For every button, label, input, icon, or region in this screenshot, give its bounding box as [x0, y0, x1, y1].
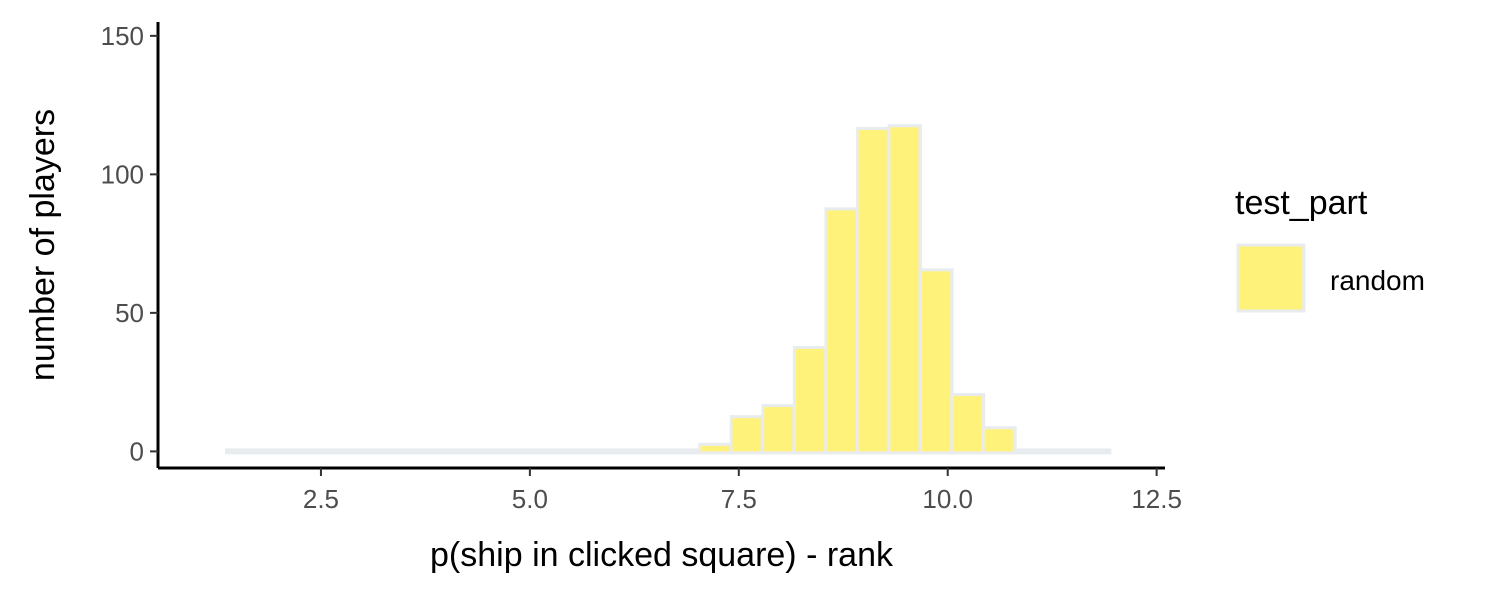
- y-axis-ticks: 0 50 100 150: [101, 21, 158, 466]
- histogram-bar: [950, 392, 986, 455]
- histogram-bar: [729, 415, 765, 455]
- x-tick-label: 7.5: [721, 484, 757, 514]
- histogram-bar: [351, 448, 386, 455]
- y-tick-label: 150: [101, 21, 144, 51]
- x-tick-label: 12.5: [1131, 484, 1182, 514]
- histogram-bar: [256, 448, 292, 455]
- histogram-bar: [540, 448, 576, 455]
- histogram-bar: [824, 207, 859, 455]
- histogram-bar: [508, 448, 544, 455]
- histogram-bar: [382, 448, 418, 455]
- histogram-bar: [855, 127, 891, 455]
- histogram-bars: [225, 124, 1112, 455]
- x-axis-title: p(ship in clicked square) - rank: [430, 536, 894, 574]
- histogram-bar: [1013, 448, 1049, 455]
- legend: test_part random: [1235, 184, 1425, 313]
- legend-label-random: random: [1330, 265, 1425, 296]
- x-axis-ticks: 2.5 5.0 7.5 10.0 12.5: [303, 468, 1182, 514]
- y-tick-label: 0: [130, 436, 144, 466]
- x-tick-label: 2.5: [303, 484, 339, 514]
- histogram-bar: [666, 448, 702, 455]
- histogram-bar: [603, 448, 639, 455]
- histogram-bar: [319, 448, 355, 455]
- x-tick-label: 5.0: [512, 484, 548, 514]
- legend-key-random: [1236, 243, 1306, 313]
- histogram-bar: [761, 404, 796, 455]
- histogram-bar: [445, 448, 481, 455]
- histogram-bar: [698, 442, 733, 455]
- histogram-bar: [635, 448, 670, 455]
- histogram-bar: [225, 448, 260, 455]
- y-tick-label: 50: [115, 298, 144, 328]
- legend-title: test_part: [1235, 184, 1368, 222]
- y-tick-label: 100: [101, 159, 144, 189]
- y-axis-title: number of players: [24, 109, 62, 381]
- histogram-bar: [792, 345, 828, 455]
- histogram-bar: [1045, 448, 1080, 455]
- histogram-bar: [572, 448, 607, 455]
- histogram-bar: [288, 448, 323, 455]
- histogram-bar: [414, 448, 449, 455]
- histogram-bar: [919, 268, 954, 455]
- histogram-bar: [477, 448, 512, 455]
- histogram-bar: [1076, 448, 1112, 455]
- x-tick-label: 10.0: [922, 484, 973, 514]
- histogram-bar: [887, 124, 923, 455]
- histogram-bar: [982, 426, 1017, 455]
